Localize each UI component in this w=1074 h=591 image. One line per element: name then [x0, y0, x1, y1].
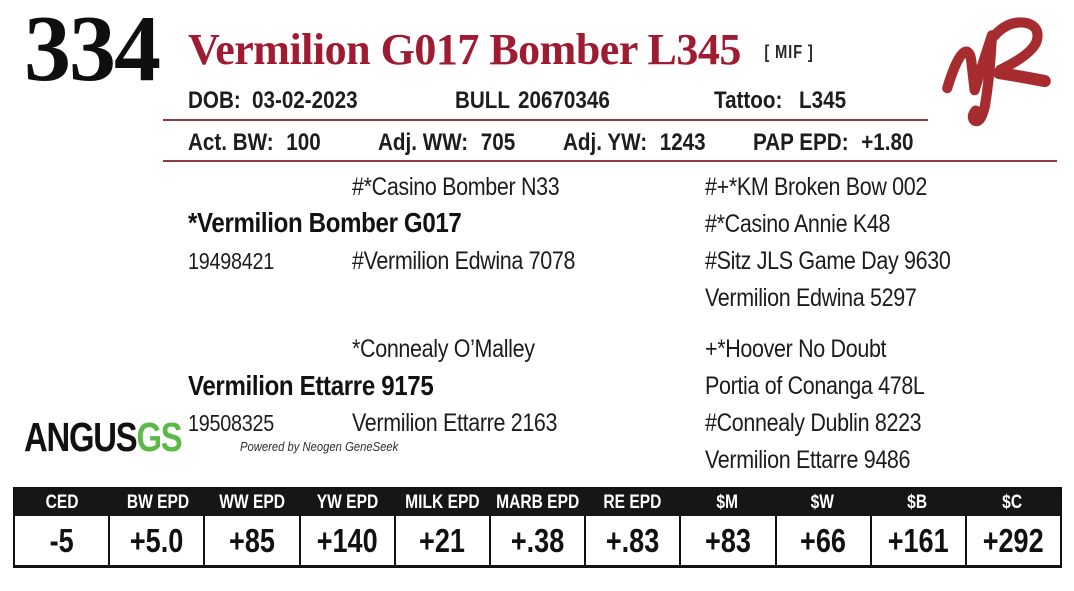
stat-label: Act. BW: [188, 129, 274, 156]
tattoo-value: L345 [799, 87, 847, 114]
vermilion-ranch-brand-icon [933, 10, 1065, 147]
stat-label: PAP EPD: [753, 129, 849, 156]
tattoo-label: Tattoo: [714, 87, 783, 114]
pedigree-sire-reg: 19498421 [188, 248, 274, 274]
epd-value: +85 [205, 516, 301, 565]
stat-label: Adj. YW: [563, 129, 648, 156]
pedigree-sire-name: *Vermilion Bomber G017 [188, 207, 462, 238]
gs-text: GS [136, 414, 182, 460]
pedigree-sire-sire: #*Casino Bomber N33 [352, 173, 560, 201]
pedigree-sire-sire-sire: #+*KM Broken Bow 002 [705, 173, 928, 201]
angus-text: ANGUS [24, 414, 138, 460]
epd-col-header: $M [716, 491, 739, 513]
epd-col-header: YW EPD [316, 491, 379, 513]
pedigree-dam-dam-dam: Vermilion Ettarre 9486 [705, 446, 911, 474]
pedigree-sire-dam: #Vermilion Edwina 7078 [352, 247, 576, 275]
stat-adj-ww: Adj. WW: 705 [378, 129, 516, 156]
stat-value: 1243 [659, 129, 706, 156]
sex-label: BULL [455, 87, 511, 114]
dob-value: 03-02-2023 [252, 87, 358, 114]
epd-value: +83 [681, 516, 777, 565]
epd-col-header: MILK EPD [405, 491, 480, 513]
epd-value: +21 [396, 516, 491, 565]
epd-value: -5 [15, 516, 111, 565]
stat-adj-yw: Adj. YW: 1243 [563, 129, 706, 156]
pedigree-sire-dam-dam: Vermilion Edwina 5297 [705, 284, 917, 312]
angus-gs-wordmark: ANGUSGS [24, 414, 183, 460]
epd-value: +.83 [586, 516, 682, 565]
divider-rule-top [163, 119, 928, 121]
divider-rule-bottom [163, 160, 1057, 162]
epd-value-row: -5 +5.0 +85 +140 +21 +.38 +.83 +83 +66 +… [15, 516, 1060, 565]
pedigree-dam-sire: *Connealy O’Malley [352, 335, 535, 363]
stat-value: +1.80 [861, 129, 914, 156]
epd-col-header: $C [1002, 491, 1023, 513]
epd-col-header: CED [46, 491, 79, 513]
registration-number: 20670346 [518, 87, 610, 114]
epd-col-header: $B [907, 491, 928, 513]
epd-col-header: WW EPD [219, 491, 286, 513]
stat-value: 705 [480, 129, 516, 156]
epd-value: +292 [982, 521, 1044, 559]
epd-col-header: RE EPD [603, 491, 662, 513]
mif-tag: [ MIF ] [764, 42, 814, 62]
pedigree-dam-reg: 19508325 [188, 410, 274, 436]
epd-col-header: $W [810, 491, 835, 513]
epd-value: +.38 [491, 516, 587, 565]
epd-value: +66 [777, 516, 872, 565]
stat-pap-epd: PAP EPD: +1.80 [753, 129, 914, 156]
title-row: Vermilion G017 Bomber L345 [ MIF ] [188, 28, 819, 72]
pedigree-dam-sire-dam: Portia of Conanga 478L [705, 372, 925, 400]
brand-mark-svg [942, 17, 1051, 127]
epd-table: CED BW EPD WW EPD YW EPD MILK EPD MARB E… [13, 487, 1062, 568]
animal-name-title: Vermilion G017 Bomber L345 [188, 25, 741, 74]
stat-value: 100 [286, 129, 321, 156]
epd-header-row: CED BW EPD WW EPD YW EPD MILK EPD MARB E… [15, 489, 1060, 516]
lot-number: 334 [24, 0, 161, 101]
pedigree-dam-dam-sire: #Connealy Dublin 8223 [705, 409, 922, 437]
angus-gs-logo: ANGUSGS Powered by Neogen GeneSeek [24, 417, 416, 458]
epd-value: +5.0 [110, 516, 206, 565]
stat-act-bw: Act. BW: 100 [188, 129, 321, 156]
epd-value: +161 [872, 516, 967, 565]
stat-label: Adj. WW: [378, 129, 469, 156]
epd-col-header: BW EPD [126, 491, 189, 513]
epd-col-header: MARB EPD [495, 491, 580, 513]
pedigree-dam-dam: Vermilion Ettarre 2163 [352, 409, 558, 437]
pedigree-dam-name: Vermilion Ettarre 9175 [188, 370, 434, 401]
epd-value: +140 [301, 516, 396, 565]
dob-label: DOB: [188, 87, 241, 114]
pedigree-sire-dam-sire: #Sitz JLS Game Day 9630 [705, 247, 951, 275]
pedigree-dam-sire-sire: +*Hoover No Doubt [705, 335, 887, 363]
pedigree-sire-sire-dam: #*Casino Annie K48 [705, 210, 891, 238]
angus-gs-tagline: Powered by Neogen GeneSeek [240, 440, 399, 454]
